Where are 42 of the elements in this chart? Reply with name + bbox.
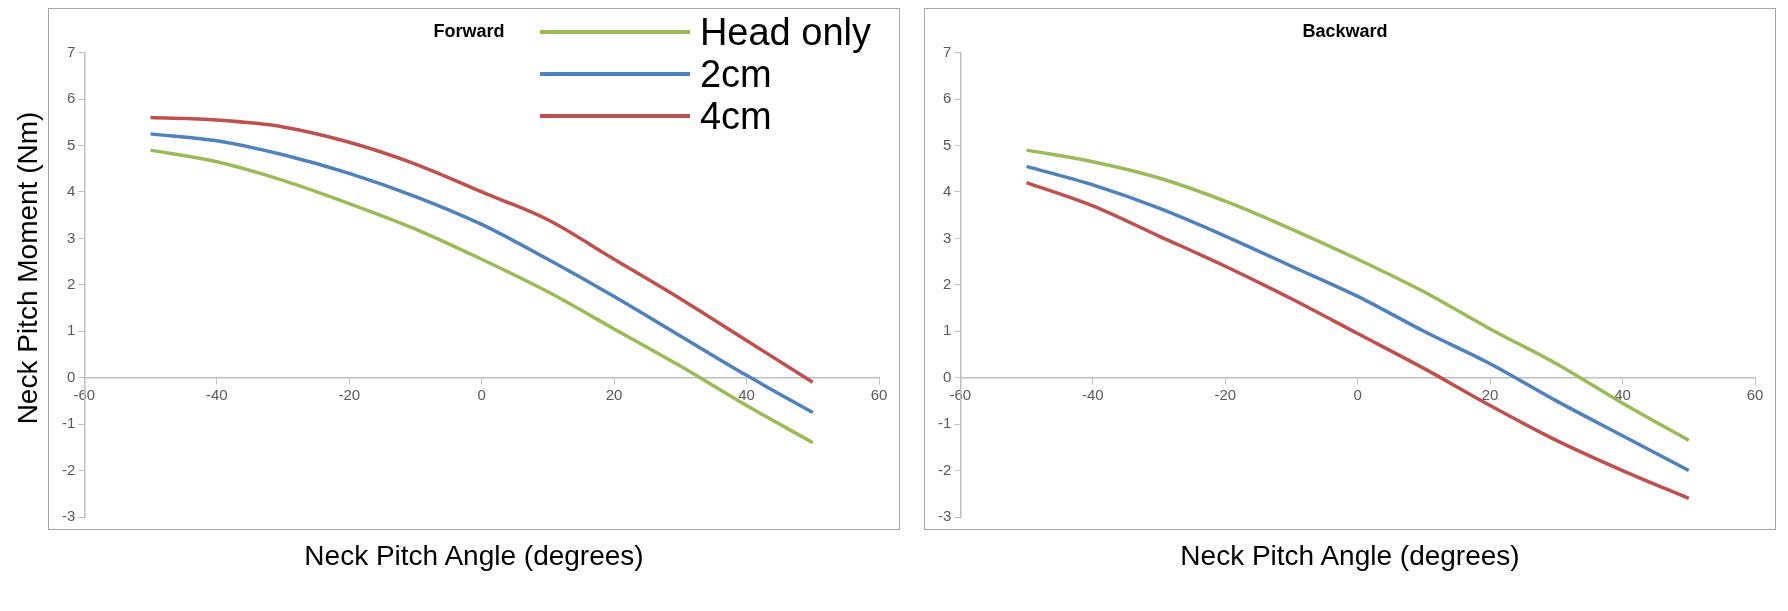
y-tick-label: -1 — [61, 414, 76, 432]
legend-label: 4cm — [699, 94, 772, 138]
y-tick-label: -2 — [937, 460, 952, 478]
x-tick-label: 60 — [1746, 385, 1764, 403]
y-tick-label: -3 — [937, 507, 952, 525]
x-tick-label: 40 — [1614, 385, 1631, 403]
x-tick-label: 0 — [477, 385, 486, 403]
x-axis-title: Neck Pitch Angle (degrees) — [304, 540, 644, 572]
y-tick-label: 4 — [66, 182, 76, 200]
x-tick-label: 40 — [738, 385, 755, 403]
y-tick-label: 1 — [942, 321, 952, 339]
x-tick-label: 20 — [605, 385, 623, 403]
y-tick-label: 5 — [66, 135, 76, 153]
y-tick-label: 3 — [942, 228, 952, 246]
y-tick-label: -2 — [61, 460, 76, 478]
y-tick-label: 6 — [942, 89, 952, 107]
x-axis-title: Neck Pitch Angle (degrees) — [1180, 540, 1520, 572]
x-tick-label: 60 — [870, 385, 888, 403]
x-tick-label: -20 — [338, 385, 361, 403]
y-tick-label: -1 — [937, 414, 952, 432]
legend-label: 2cm — [699, 52, 772, 96]
y-tick-label: 0 — [942, 367, 952, 385]
y-tick-label: 5 — [942, 135, 952, 153]
x-tick-label: -40 — [1081, 385, 1104, 403]
y-tick-label: 2 — [942, 274, 952, 292]
y-tick-label: 4 — [942, 182, 952, 200]
x-tick-label: -40 — [205, 385, 228, 403]
legend-label: Head only — [699, 10, 871, 54]
x-tick-label: 0 — [1353, 385, 1362, 403]
x-tick-label: -20 — [1214, 385, 1237, 403]
y-tick-label: 3 — [66, 228, 76, 246]
y-tick-label: 6 — [66, 89, 76, 107]
x-tick-label: 20 — [1481, 385, 1499, 403]
y-axis-title: Neck Pitch Moment (Nm) — [12, 111, 44, 425]
y-tick-label: 2 — [66, 274, 76, 292]
chart-title: Backward — [1302, 20, 1388, 41]
y-tick-label: 7 — [942, 42, 952, 60]
y-tick-label: -3 — [61, 507, 76, 525]
y-tick-label: 1 — [66, 321, 76, 339]
y-tick-label: 7 — [66, 42, 76, 60]
y-tick-label: 0 — [66, 367, 76, 385]
chart-title: Forward — [433, 20, 505, 41]
